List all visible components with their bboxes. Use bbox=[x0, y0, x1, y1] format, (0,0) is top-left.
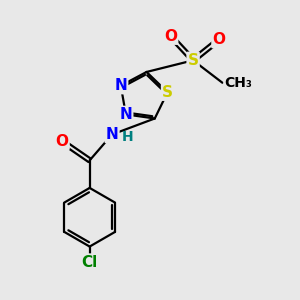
Text: Cl: Cl bbox=[82, 255, 98, 270]
Text: H: H bbox=[122, 130, 133, 144]
Text: O: O bbox=[56, 134, 69, 149]
Text: O: O bbox=[212, 32, 226, 47]
Text: S: S bbox=[188, 53, 199, 68]
Text: S: S bbox=[162, 85, 173, 100]
Text: N: N bbox=[106, 127, 118, 142]
Text: O: O bbox=[164, 29, 177, 44]
Text: CH₃: CH₃ bbox=[224, 76, 252, 90]
Text: N: N bbox=[114, 78, 127, 93]
Text: N: N bbox=[119, 107, 132, 122]
